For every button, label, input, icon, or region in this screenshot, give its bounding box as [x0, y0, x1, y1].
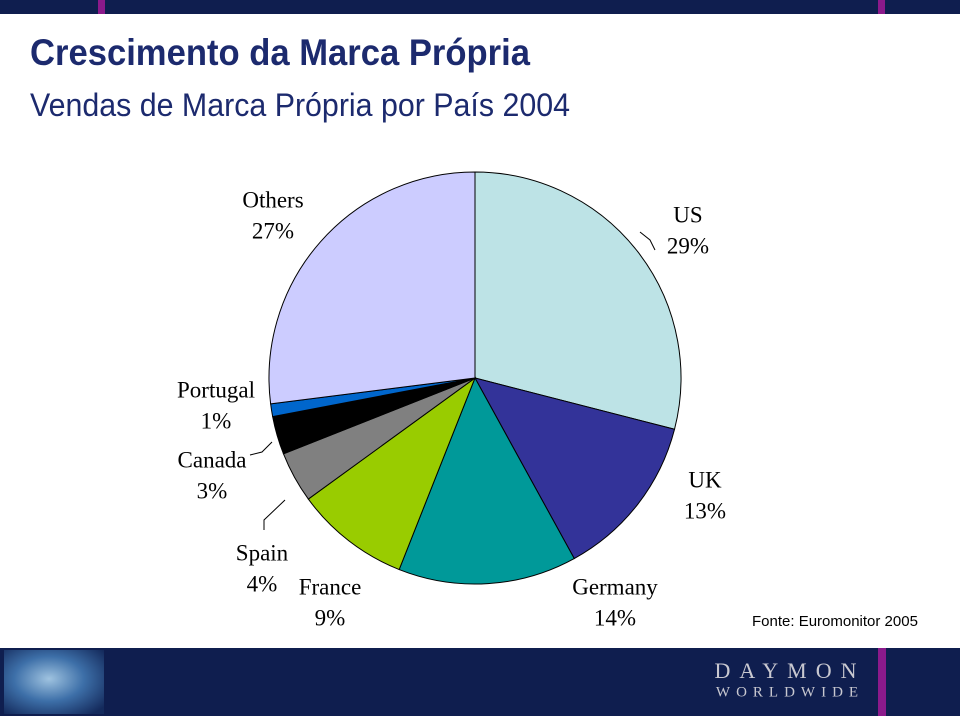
- slice-label: Others: [242, 187, 303, 212]
- value-label: 27%: [252, 218, 294, 243]
- leader-line: [249, 441, 273, 456]
- leader-line: [639, 231, 656, 251]
- source: Fonte: Euromonitor 2005: [752, 613, 918, 630]
- value-label: 4%: [247, 571, 278, 596]
- value-label: 29%: [667, 233, 709, 258]
- pie-slice: [474, 377, 676, 560]
- chart-subtitle: Vendas de Marca Própria por País 2004: [30, 87, 570, 123]
- pie-slice: [307, 376, 477, 571]
- value-label: 1%: [201, 408, 232, 433]
- value-label: 14%: [594, 605, 636, 630]
- slice-label: Spain: [236, 540, 289, 565]
- logo-line2: WORLDWIDE: [716, 684, 864, 700]
- top-bar: [0, 0, 960, 14]
- leader-lines: [249, 231, 656, 530]
- chart-title: Crescimento da Marca Própria: [30, 32, 530, 73]
- pie: [268, 171, 682, 585]
- top-accent: [878, 0, 885, 14]
- value-label: 3%: [197, 478, 228, 503]
- pie-slice: [474, 171, 682, 430]
- value-label: 9%: [315, 605, 346, 630]
- slice-label: US: [673, 202, 702, 227]
- top-accent: [98, 0, 105, 14]
- leader-line: [263, 499, 286, 530]
- pie-slice: [398, 376, 575, 585]
- pie-slice: [268, 171, 476, 405]
- logo-line1: DAYMON: [715, 658, 866, 683]
- slice-label: Portugal: [177, 377, 255, 402]
- bottom-accent: [878, 648, 886, 716]
- value-label: 13%: [684, 498, 726, 523]
- slice-label: Germany: [572, 574, 658, 599]
- slice-label: UK: [688, 467, 722, 492]
- slice-label: France: [299, 574, 362, 599]
- slice-label: Canada: [178, 447, 247, 472]
- bottom-banner: [0, 648, 960, 716]
- globe-image: [4, 650, 104, 714]
